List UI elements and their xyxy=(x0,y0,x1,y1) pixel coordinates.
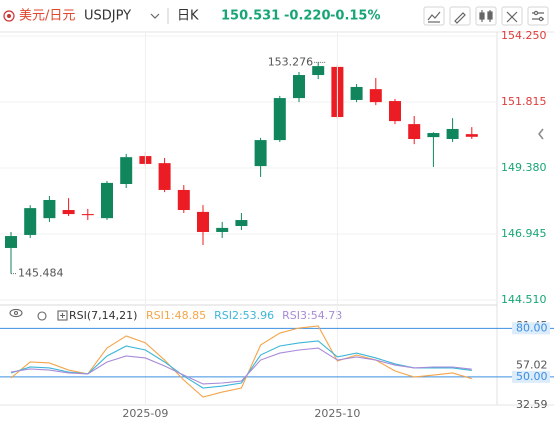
candle-body xyxy=(389,101,401,122)
y-tick-label: 50.00 xyxy=(516,370,548,383)
candle-body xyxy=(312,66,325,76)
rsi-line xyxy=(10,347,472,385)
y-tick-label: 149.380 xyxy=(501,161,547,174)
indicator-button[interactable] xyxy=(423,6,445,26)
candle-body xyxy=(293,75,305,99)
candle-body xyxy=(235,220,248,227)
period[interactable]: 日K xyxy=(177,9,199,24)
eye-pupil xyxy=(13,310,19,316)
candle-body xyxy=(158,163,171,190)
x-tick-label: 2025-09 xyxy=(122,407,168,420)
candle-body xyxy=(427,133,440,138)
y-tick-label: 146.945 xyxy=(501,227,547,240)
eye-icon[interactable] xyxy=(9,308,23,318)
collapse-arrow[interactable] xyxy=(538,128,544,140)
y-tick-label: 32.59 xyxy=(516,398,548,411)
candle-body xyxy=(216,227,229,232)
price: 150.531 xyxy=(221,9,280,24)
candle-body xyxy=(446,128,459,139)
candle-body xyxy=(24,208,37,235)
y-tick-label: 57.02 xyxy=(516,359,548,372)
candle-body xyxy=(350,86,363,100)
tick-highlight xyxy=(512,370,550,383)
x-tick-label: 2025-10 xyxy=(314,407,360,420)
candle-body xyxy=(369,89,382,103)
high-label: 153.276 xyxy=(268,55,314,68)
draw-button[interactable] xyxy=(449,6,471,26)
candle-body xyxy=(254,140,267,167)
pair-name: 美元/日元 xyxy=(19,9,75,24)
fullscreen-button[interactable] xyxy=(501,6,523,26)
candle-body xyxy=(5,236,17,248)
y-tick-label: 80.00 xyxy=(516,321,548,334)
expand-icon[interactable] xyxy=(57,310,68,321)
symbol: USDJPY xyxy=(84,9,131,24)
legend-entry: RSI2:53.96 xyxy=(214,309,274,322)
indicator-title: RSI(7,14,21) xyxy=(69,309,137,322)
tick-highlight xyxy=(512,322,550,335)
settings-icon[interactable] xyxy=(37,311,47,321)
candle-body xyxy=(177,189,190,211)
candle-body xyxy=(273,98,286,141)
y-tick-label: 151.815 xyxy=(501,95,547,108)
expand-plus xyxy=(60,313,65,318)
y-tick-label: 144.510 xyxy=(501,293,547,306)
low-label: 145.484 xyxy=(18,267,64,280)
flag-icon xyxy=(3,10,15,22)
candle-body xyxy=(408,124,421,139)
candle-body xyxy=(81,214,94,216)
candle-button[interactable] xyxy=(475,6,497,26)
settings-button[interactable] xyxy=(527,6,549,26)
change-pct: -0.15% xyxy=(330,9,381,24)
candle-body xyxy=(101,182,113,219)
candle-body xyxy=(43,199,56,219)
candle-body xyxy=(465,134,478,137)
candle-body xyxy=(120,157,133,184)
candle-body xyxy=(62,210,75,215)
dropdown-caret[interactable] xyxy=(150,13,160,19)
change: -0.220 xyxy=(284,9,331,24)
legend-entry: RSI3:54.73 xyxy=(282,309,342,322)
legend-entry: RSI1:48.85 xyxy=(146,309,206,322)
y-tick-label: 154.250 xyxy=(501,29,547,42)
candle-body xyxy=(197,211,209,232)
